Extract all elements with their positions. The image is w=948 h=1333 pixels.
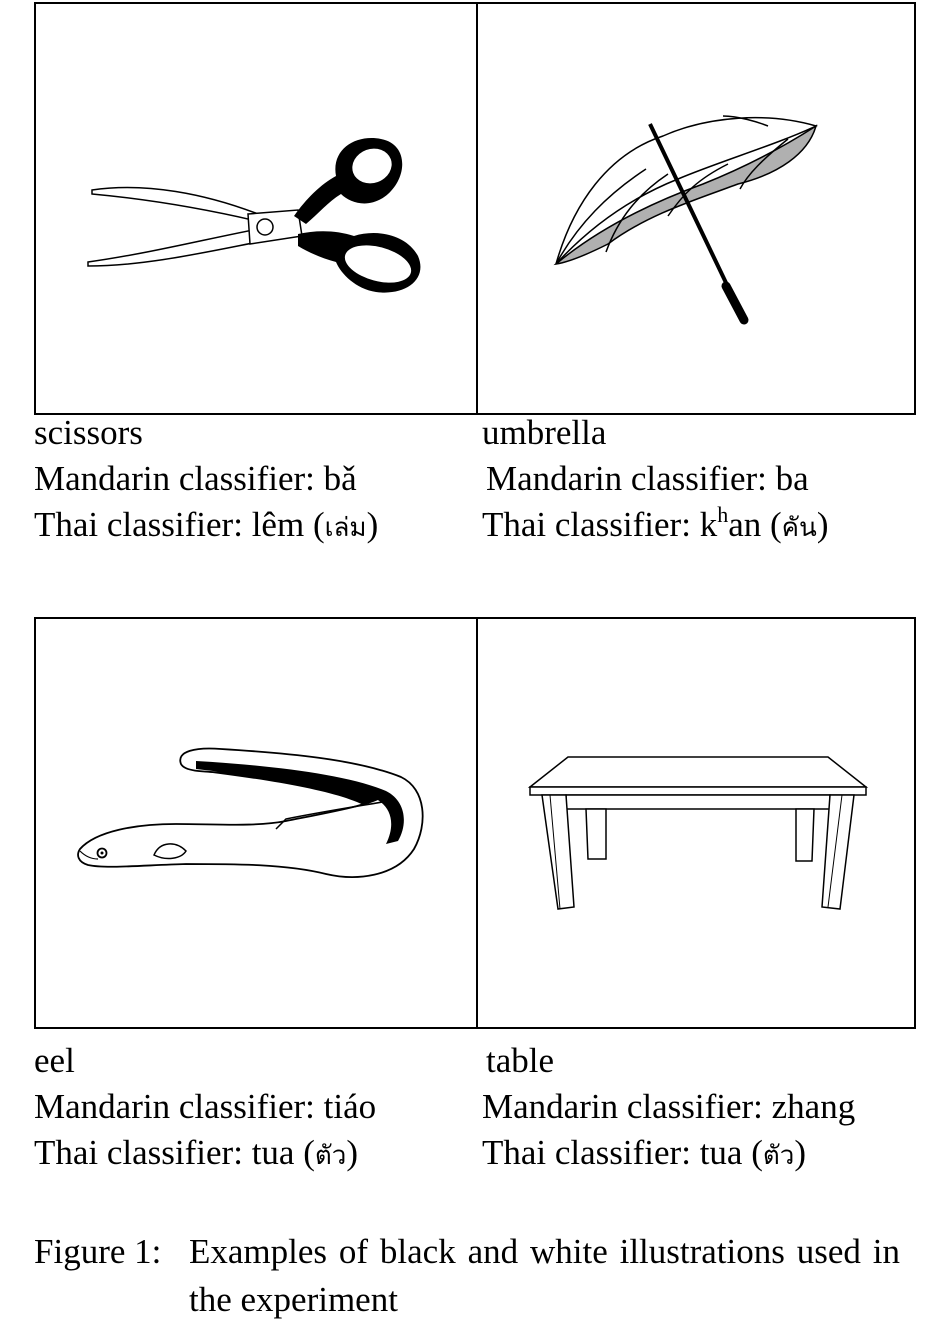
caption-eel: eel Mandarin classifier: tiáo Thai class…: [34, 1038, 376, 1176]
thai-script: ตัว: [314, 1141, 347, 1171]
item-name: table: [486, 1041, 555, 1080]
thai-script: ตัว: [762, 1141, 795, 1171]
mandarin-value: ba: [775, 459, 809, 498]
scissors-illustration-icon: [87, 138, 421, 293]
image-panel-table: [476, 617, 916, 1029]
image-panel-eel: [34, 617, 478, 1029]
thai-value: tua: [251, 1133, 295, 1172]
thai-value-superscript: h: [717, 502, 729, 527]
thai-script: คัน: [781, 513, 817, 543]
mandarin-label: Mandarin classifier:: [34, 1087, 324, 1126]
thai-classifier-line: Thai classifier: khan (คัน): [482, 502, 829, 545]
figure-caption-label: Figure 1:: [34, 1232, 162, 1271]
caption-table: table Mandarin classifier: zhang Thai cl…: [482, 1038, 855, 1176]
table-illustration-icon: [527, 756, 869, 910]
mandarin-value: zhang: [771, 1087, 856, 1126]
item-name: eel: [34, 1041, 75, 1080]
thai-label: Thai classifier:: [34, 1133, 252, 1172]
thai-value: lêm: [251, 505, 305, 544]
caption-scissors: scissors Mandarin classifier: bǎ Thai cl…: [34, 410, 378, 548]
mandarin-label: Mandarin classifier:: [34, 459, 324, 498]
image-panel-umbrella: [476, 2, 916, 415]
thai-classifier-line: Thai classifier: tua (ตัว): [34, 1133, 359, 1172]
thai-label: Thai classifier:: [482, 1133, 700, 1172]
caption-umbrella: umbrella Mandarin classifier: ba Thai cl…: [482, 410, 828, 548]
mandarin-label: Mandarin classifier:: [486, 459, 776, 498]
item-name: umbrella: [482, 413, 607, 452]
thai-label: Thai classifier:: [482, 505, 700, 544]
figure-caption-text: Examples of black and white illustration…: [189, 1232, 900, 1319]
mandarin-label: Mandarin classifier:: [482, 1087, 772, 1126]
thai-value-suffix: an: [728, 505, 762, 544]
mandarin-value: tiáo: [323, 1087, 377, 1126]
mandarin-classifier-line: Mandarin classifier: zhang: [482, 1084, 855, 1130]
mandarin-classifier-line: Mandarin classifier: bǎ: [34, 456, 378, 502]
eel-illustration-icon: [77, 747, 424, 878]
mandarin-classifier-line: Mandarin classifier: ba: [482, 456, 828, 502]
thai-value: tua: [699, 1133, 743, 1172]
item-name: scissors: [34, 413, 143, 452]
umbrella-illustration-icon: [553, 115, 819, 325]
thai-script: เล่ม: [324, 513, 367, 543]
thai-label: Thai classifier:: [34, 505, 252, 544]
mandarin-value: bǎ: [323, 459, 357, 498]
thai-value-prefix: k: [699, 505, 718, 544]
image-panel-scissors: [34, 2, 478, 415]
thai-classifier-line: Thai classifier: tua (ตัว): [482, 1133, 807, 1172]
thai-classifier-line: Thai classifier: lêm (เล่ม): [34, 505, 379, 544]
mandarin-classifier-line: Mandarin classifier: tiáo: [34, 1084, 376, 1130]
